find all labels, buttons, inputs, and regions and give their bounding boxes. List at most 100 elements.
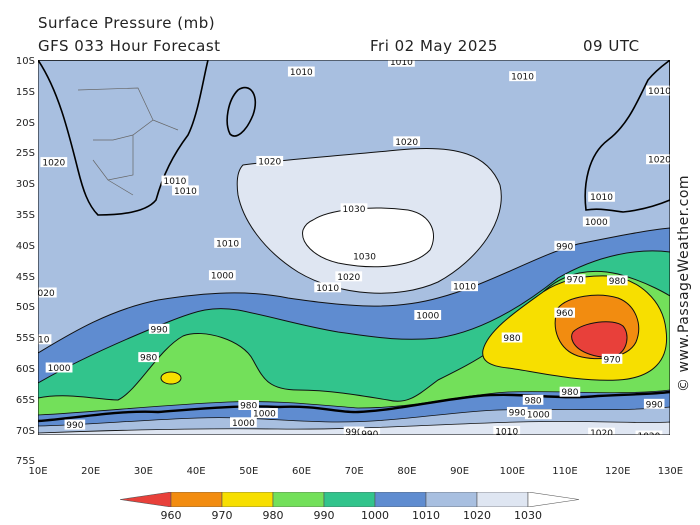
isobar-label-bg (646, 154, 670, 165)
isobar-label-bg (601, 353, 623, 364)
isobar-label-bg (451, 281, 478, 292)
legend-level-label: 980 (262, 509, 284, 522)
lat-tick-label: 65S (15, 394, 35, 406)
isobar-label: 1000 (416, 312, 439, 322)
isobar-label-bg (251, 408, 278, 419)
isobar-label-bg (607, 275, 628, 286)
isobar-label-bg (522, 394, 544, 405)
isobar-label-bg (161, 175, 189, 186)
isobar-label-bg (582, 216, 610, 227)
isobar-label-bg (524, 409, 552, 420)
pressure-legend (120, 492, 580, 507)
isobar-label-bg (138, 352, 159, 363)
isobar-label: 980 (561, 388, 578, 398)
isobar-label-bg (40, 157, 68, 168)
isobar-label-bg (493, 425, 521, 435)
isobar-label: 960 (556, 309, 573, 319)
high-1030 (302, 207, 434, 268)
isobar-label: 1010 (163, 177, 186, 187)
isobar-label-bg (501, 332, 523, 343)
isobar-label: 1000 (253, 410, 276, 420)
lat-tick-label: 40S (15, 240, 35, 252)
lat-tick-label: 10S (15, 56, 35, 67)
isobar-label: 1010 (390, 60, 413, 68)
isobar-label: 1010 (174, 187, 197, 197)
isobar-label: 990 (509, 408, 526, 418)
isobar-label: 1020 (637, 432, 660, 435)
isobar-label: 990 (345, 428, 362, 435)
isobar-label-bg (343, 426, 365, 435)
isobar-label-bg (646, 85, 670, 96)
isobar-label-bg (214, 237, 241, 248)
madagascar-landmass (226, 86, 257, 137)
lat-tick-label: 20S (15, 117, 35, 129)
lat-tick-label: 60S (15, 364, 35, 375)
isobar-label: 980 (503, 334, 520, 344)
lon-tick-label: 60E (291, 466, 312, 477)
isobar-label: 1010 (38, 336, 50, 346)
isobar-label: 1010 (590, 193, 613, 203)
legend-swatch (272, 492, 325, 507)
legend-level-label: 1020 (463, 509, 491, 522)
forecast-date: Fri 02 May 2025 (370, 37, 498, 55)
isobar-label: 990 (66, 421, 83, 431)
legend-swatch (425, 492, 478, 507)
lon-tick-label: 90E (450, 466, 470, 477)
isobar-label: 970 (603, 355, 620, 365)
lon-tick-label: 120E (604, 466, 631, 477)
isobar-label: 1010 (316, 284, 339, 294)
isobar-label-bg (148, 323, 170, 334)
isobar-label-bg (554, 240, 575, 251)
site-credit: © www.PassageWeather.com (676, 174, 692, 392)
isobar-label: 1030 (343, 205, 366, 215)
lon-tick-label: 40E (186, 466, 206, 477)
legend-level-label: 960 (160, 509, 182, 522)
lat-tick-label: 45S (15, 271, 35, 283)
isobar-label: 980 (609, 277, 626, 287)
isobar-label: 1010 (453, 283, 476, 293)
isobar-label: 1000 (232, 419, 255, 429)
isobar-label-bg (506, 406, 528, 417)
lat-tick-label: 70S (15, 425, 35, 437)
isobar-label-bg (340, 203, 368, 214)
legend-swatch (374, 492, 427, 507)
isobar-label-bg (554, 307, 575, 318)
legend-swatch (527, 492, 580, 507)
isobar-label-bg (256, 155, 284, 166)
isobar-label-bg (643, 398, 665, 409)
antarctica-coastline (38, 390, 670, 423)
isobar-label: 990 (151, 325, 168, 335)
lat-tick-label: 75S (15, 456, 35, 468)
lon-tick-label: 80E (397, 466, 417, 477)
isobar-label-bg (208, 270, 236, 281)
isobar-label: 990 (646, 400, 663, 410)
africa-borders (77, 87, 179, 196)
isobar-label: 1000 (585, 218, 608, 228)
forecast-label: GFS 033 Hour Forecast (38, 37, 221, 55)
map-title: Surface Pressure (mb) (38, 14, 216, 32)
isobar-label-bg (230, 417, 257, 428)
lat-tick-label: 15S (15, 86, 35, 98)
isobar-label-bg (64, 419, 86, 430)
isobar-label-bg (359, 428, 381, 435)
isobar-label: 1030 (353, 253, 376, 263)
isobar-label: 1010 (290, 68, 313, 78)
legend-swatch (221, 492, 274, 507)
isobar-label-bg (588, 427, 615, 435)
isobar-label: 980 (140, 354, 157, 364)
isobar-label-bg (509, 71, 536, 82)
isobar-label-bg (287, 66, 315, 77)
isobar-label: 1020 (590, 429, 613, 435)
legend-swatch (323, 492, 376, 507)
isobar-label: 1010 (511, 73, 534, 83)
isobar-label: 980 (240, 402, 257, 412)
isobar-label-bg (564, 274, 586, 285)
isobar-label-bg (388, 60, 415, 67)
isobar-label: 1000 (211, 272, 234, 282)
isobar-label: 1020 (258, 157, 281, 167)
isobar-label: 1000 (527, 411, 550, 421)
legend-level-label: 1030 (514, 509, 542, 522)
forecast-time: 09 UTC (583, 37, 640, 55)
isobar-label-bg (38, 287, 57, 298)
